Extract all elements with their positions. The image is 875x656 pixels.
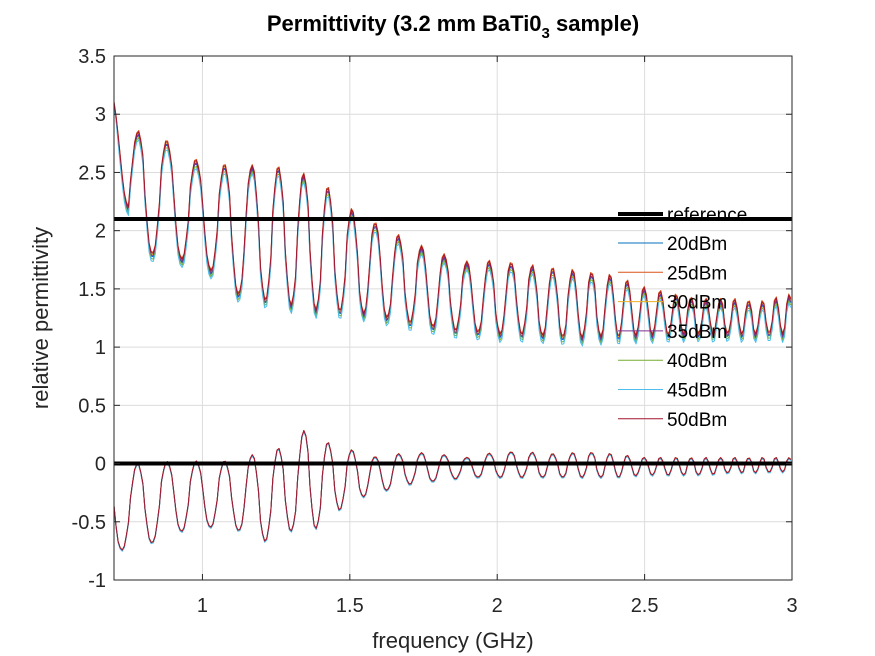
y-tick-label: 2 [95,221,106,243]
legend-label-reference: reference [667,205,747,226]
x-tick-label: 2 [492,595,503,617]
series-50dBm-real-line [113,101,792,339]
legend-item-40dBm: 40dBm [618,351,727,372]
legend-label-25dBm: 25dBm [667,263,727,284]
legend-label-50dBm: 50dBm [667,410,727,431]
legend-label-35dBm: 35dBm [667,322,727,343]
y-tick-label: 0 [95,454,106,476]
legend-item-35dBm: 35dBm [618,322,727,343]
x-tick-label: 3 [786,595,797,617]
x-axis-ticks: 1 1.5 2 2.5 3 [197,56,798,617]
legend-item-45dBm: 45dBm [618,381,727,402]
y-tick-label: 3 [95,104,106,126]
reference-layer [114,217,792,466]
y-tick-label: 3.5 [78,46,106,68]
axes-box [113,55,793,581]
x-axis-label: frequency (GHz) [372,628,533,653]
legend-item-reference: reference [618,205,747,226]
legend-label-40dBm: 40dBm [667,351,727,372]
axes-frame [113,55,793,581]
x-tick-label: 1.5 [336,595,364,617]
y-axis-ticks: -1 -0.5 0 0.5 1 1.5 2 2.5 3 3.5 [72,46,792,592]
y-tick-label: 2.5 [78,162,106,184]
y-tick-label: 1.5 [78,279,106,301]
series-layer [113,101,792,552]
legend-item-20dBm: 20dBm [618,234,727,255]
legend-label-30dBm: 30dBm [667,293,727,314]
y-tick-label: 0.5 [78,395,106,417]
legend: reference 20dBm 25dBm 30dBm 35dBm 40dBm 45dBm 5… [618,205,747,431]
legend-label-20dBm: 20dBm [667,234,727,255]
legend-item-25dBm: 25dBm [618,263,727,284]
series-45dBm-real-line [113,105,792,347]
y-tick-label: -1 [88,570,106,592]
legend-item-30dBm: 30dBm [618,293,727,314]
chart-title: Permittivity (3.2 mm BaTi03 sample) [267,11,639,42]
x-tick-label: 1 [197,595,208,617]
y-axis-label: relative permittivity [28,227,53,409]
legend-item-50dBm: 50dBm [618,410,727,431]
x-tick-label: 2.5 [631,595,659,617]
y-tick-label: 1 [95,337,106,359]
legend-label-45dBm: 45dBm [667,381,727,402]
y-tick-label: -0.5 [72,512,106,534]
